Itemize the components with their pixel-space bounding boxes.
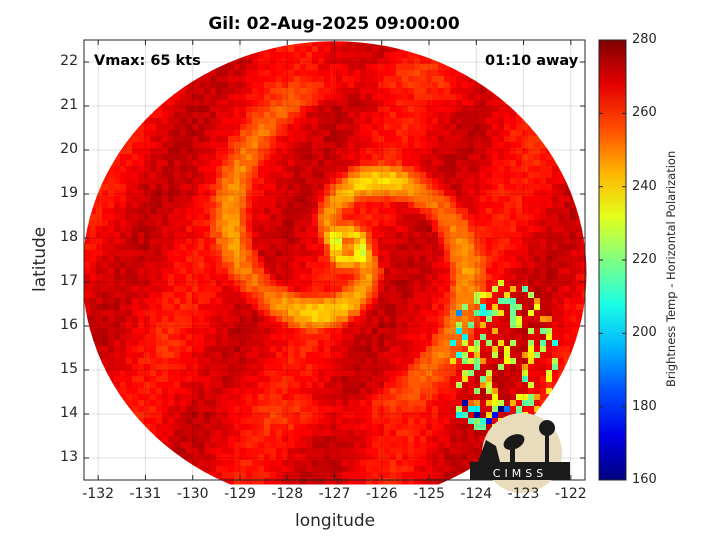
colorbar-tick-label: 280 — [632, 32, 657, 47]
logo-text: CIMSS — [493, 467, 547, 480]
y-tick-label: 21 — [44, 97, 78, 113]
colorbar — [599, 40, 626, 480]
vmax-annotation: Vmax: 65 kts — [94, 53, 201, 69]
colorbar-tick-label: 260 — [632, 105, 657, 120]
x-tick-label: -126 — [364, 486, 400, 502]
colorbar-tick-label: 240 — [632, 179, 657, 194]
colorbar-tick-label: 180 — [632, 399, 657, 414]
y-tick-label: 22 — [44, 53, 78, 69]
x-tick-label: -123 — [506, 486, 542, 502]
x-tick-label: -130 — [175, 486, 211, 502]
y-tick-label: 16 — [44, 317, 78, 333]
x-tick-label: -124 — [458, 486, 494, 502]
colorbar-tick-label: 200 — [632, 325, 657, 340]
x-tick-label: -122 — [553, 486, 589, 502]
y-tick-label: 14 — [44, 405, 78, 421]
colorbar-label: Brightness Temp - Horizontal Polarizatio… — [664, 151, 678, 387]
colorbar-tick-label: 220 — [632, 252, 657, 267]
x-tick-label: -128 — [269, 486, 305, 502]
x-axis-label: longitude — [295, 511, 375, 531]
x-tick-label: -125 — [411, 486, 447, 502]
chart-title: Gil: 02-Aug-2025 09:00:00 — [84, 14, 584, 34]
y-tick-label: 13 — [44, 449, 78, 465]
y-tick-label: 17 — [44, 273, 78, 289]
x-tick-label: -131 — [127, 486, 163, 502]
y-tick-label: 18 — [44, 229, 78, 245]
y-tick-label: 15 — [44, 361, 78, 377]
time-offset-annotation: 01:10 away — [485, 53, 578, 69]
x-tick-label: -132 — [80, 486, 116, 502]
x-tick-label: -127 — [317, 486, 353, 502]
x-tick-label: -129 — [222, 486, 258, 502]
y-tick-label: 19 — [44, 185, 78, 201]
y-tick-label: 20 — [44, 141, 78, 157]
colorbar-tick-label: 160 — [632, 472, 657, 487]
